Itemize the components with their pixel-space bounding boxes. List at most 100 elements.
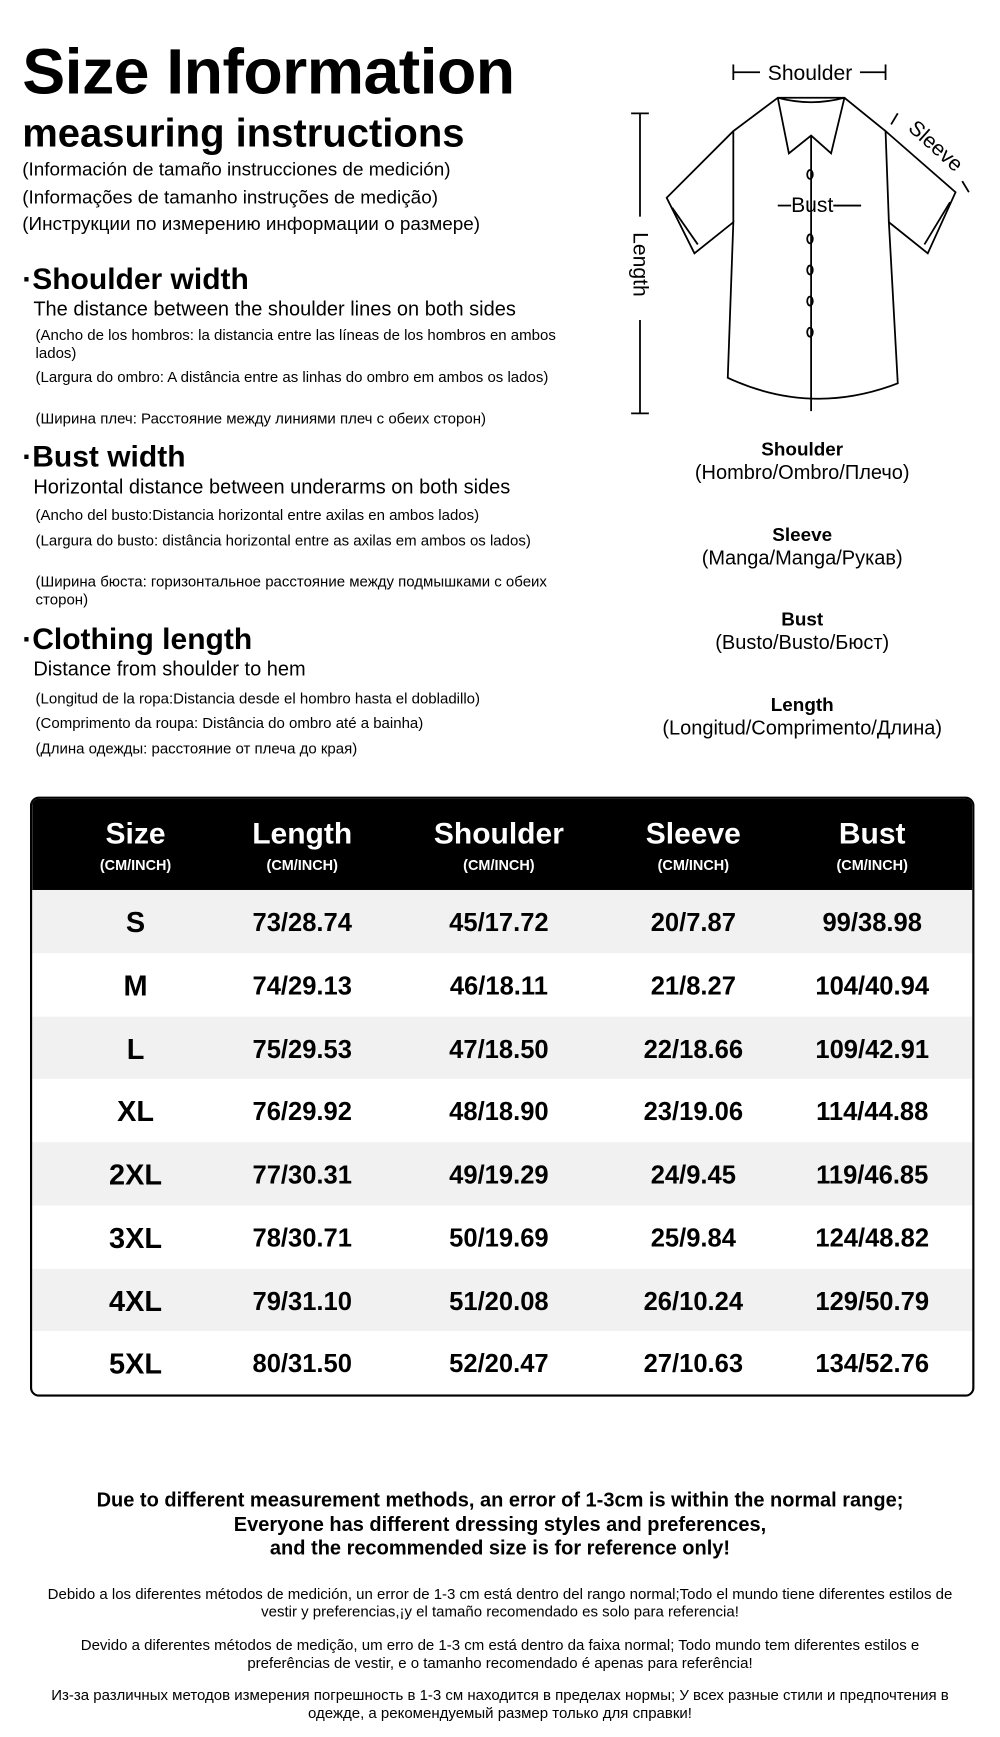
column-unit: (CM/INCH): [99, 856, 172, 874]
table-row: 4XL 79/31.10 51/20.08 26/10.24 129/50.79: [32, 1268, 973, 1332]
table-cell: 78/30.71: [252, 1223, 352, 1252]
column-unit: (CM/INCH): [657, 856, 730, 874]
table-cell: 23/19.06: [643, 1096, 744, 1126]
legend-translation: (Hombro/Ombro/Плечо): [694, 461, 910, 484]
table-cell: 49/19.29: [449, 1159, 549, 1189]
section-translation: (Largura do busto: distância horizontal …: [35, 532, 531, 549]
section-description: Distance from shoulder to hem: [33, 657, 306, 680]
title: Size Information: [22, 35, 515, 108]
legend-translation: (Busto/Busto/Бюст): [715, 631, 890, 654]
table-cell: 48/18.90: [449, 1096, 549, 1126]
subtitle-translation: (Información de tamaño instrucciones de …: [22, 158, 451, 180]
column-header: Size: [105, 816, 166, 850]
table-cell: 46/18.11: [449, 970, 548, 1000]
diagram-label: Length: [628, 232, 651, 297]
table-cell: 3XL: [109, 1220, 163, 1255]
subtitle: measuring instructions: [22, 109, 465, 156]
table-cell: 20/7.87: [650, 907, 736, 937]
column-header: Length: [252, 816, 353, 850]
table-cell: 134/52.76: [815, 1349, 930, 1379]
table-cell: 73/28.74: [252, 907, 352, 937]
section-description: Horizontal distance between underarms on…: [33, 475, 511, 498]
column-unit: (CM/INCH): [266, 856, 338, 874]
table-cell: 50/19.69: [449, 1223, 549, 1252]
table-cell: 80/31.50: [252, 1349, 352, 1379]
column-unit: (CM/INCH): [463, 856, 535, 874]
section-heading: ·Clothing length: [22, 622, 253, 656]
legend-translation: (Longitud/Comprimento/Длина): [662, 716, 943, 739]
table-header: Size (CM/INCH) Length (CM/INCH) Shoulder (CM/…: [32, 798, 973, 890]
legend-name: Sleeve: [772, 523, 833, 545]
table-cell: 104/40.94: [815, 970, 930, 1000]
table-row: S 73/28.74 45/17.72 20/7.87 99/38.98: [32, 889, 973, 954]
table-row: M 74/29.13 46/18.11 21/8.27 104/40.94: [32, 953, 973, 1017]
table-cell: 24/9.45: [650, 1159, 736, 1189]
table-cell: 51/20.08: [449, 1286, 549, 1315]
size-table: Size (CM/INCH) Length (CM/INCH) Shoulder (CM/…: [29, 796, 975, 1397]
section-translation: (Longitud de la ropa:Distancia desde el …: [35, 689, 481, 707]
column-header: Shoulder: [433, 816, 564, 850]
shirt-diagram: Shoulder Bust Sleeve Length: [628, 62, 970, 415]
table-cell: 21/8.27: [650, 970, 736, 1000]
section-translation: (Largura do ombro: A distância entre as …: [35, 368, 549, 386]
table-cell: 25/9.84: [650, 1223, 736, 1252]
diagram-label: Bust: [791, 194, 833, 217]
table-row: L 75/29.53 47/18.50 22/18.66 109/42.91: [32, 1016, 973, 1080]
table-cell: 76/29.92: [252, 1096, 352, 1126]
legend-name: Length: [770, 693, 834, 715]
table-row: XL 76/29.92 48/18.90 23/19.06 114/44.88: [32, 1079, 973, 1143]
notice-line: and the recommended size is for referenc…: [269, 1536, 731, 1559]
section-translation: (Ширина плеч: Расстояние между линиями п…: [35, 409, 487, 427]
table-row: 5XL 80/31.50 52/20.47 27/10.63 134/52.76: [32, 1331, 973, 1395]
table-cell: M: [123, 968, 148, 1002]
subtitle-translation: (Инструкции по измерению информации о ра…: [22, 213, 481, 235]
table-cell: 109/42.91: [815, 1033, 930, 1063]
table-cell: 22/18.66: [643, 1033, 744, 1063]
section-heading: ·Shoulder width: [22, 262, 249, 296]
table-cell: 52/20.47: [449, 1349, 549, 1379]
notice-translation: Из-за различных методов измерения погреш…: [51, 1686, 949, 1722]
table-row: 2XL 77/30.31 49/19.29 24/9.45 119/46.85: [32, 1142, 973, 1206]
section-translation: (Comprimento da roupa: Distância do ombr…: [35, 714, 424, 732]
section-translation: (Ширина бюста: горизонтальное расстояние…: [35, 573, 547, 608]
table-cell: 47/18.50: [449, 1033, 549, 1063]
table-cell: 114/44.88: [816, 1096, 929, 1126]
table-cell: L: [126, 1031, 145, 1065]
table-cell: 129/50.79: [815, 1286, 930, 1315]
notice-translation: Debido a los diferentes métodos de medic…: [47, 1585, 953, 1620]
table-cell: 2XL: [109, 1157, 163, 1192]
notice-translation: Devido a diferentes métodos de medição, …: [80, 1636, 920, 1671]
legend-name: Bust: [781, 608, 824, 630]
section-translation: (Ancho de los hombros: la distancia entr…: [35, 326, 556, 362]
table-row: 3XL 78/30.71 50/19.69 25/9.84 124/48.82: [32, 1205, 973, 1269]
table-cell: 75/29.53: [252, 1033, 352, 1063]
table-cell: 74/29.13: [252, 970, 352, 1000]
notice-line: Due to different measurement methods, an…: [96, 1488, 904, 1512]
column-header: Sleeve: [645, 816, 741, 850]
table-cell: 124/48.82: [815, 1223, 930, 1252]
table-cell: XL: [117, 1094, 155, 1129]
table-cell: 99/38.98: [822, 907, 922, 937]
legend-translation: (Manga/Manga/Рукав): [701, 546, 903, 569]
notice-line: Everyone has different dressing styles a…: [233, 1512, 767, 1535]
section-translation: (Длина одежды: расстояние от плеча до кр…: [35, 739, 358, 757]
table-cell: 4XL: [109, 1283, 163, 1318]
table-cell: 26/10.24: [643, 1286, 744, 1315]
subtitle-translation: (Informações de tamanho instruções de me…: [22, 186, 438, 208]
table-cell: 45/17.72: [449, 907, 549, 937]
table-cell: 77/30.31: [252, 1159, 352, 1189]
table-cell: 27/10.63: [643, 1349, 744, 1379]
diagram-label: Shoulder: [768, 62, 853, 85]
column-unit: (CM/INCH): [836, 856, 908, 874]
table-cell: 5XL: [109, 1346, 163, 1381]
section-translation: (Ancho del busto:Distancia horizontal en…: [35, 506, 480, 524]
table-cell: 119/46.85: [816, 1159, 929, 1189]
section-heading: ·Bust width: [22, 439, 186, 474]
column-header: Bust: [838, 816, 906, 850]
table-cell: S: [125, 905, 146, 939]
table-cell: 79/31.10: [252, 1286, 352, 1315]
section-description: The distance between the shoulder lines …: [33, 297, 516, 320]
legend-name: Shoulder: [761, 438, 844, 460]
